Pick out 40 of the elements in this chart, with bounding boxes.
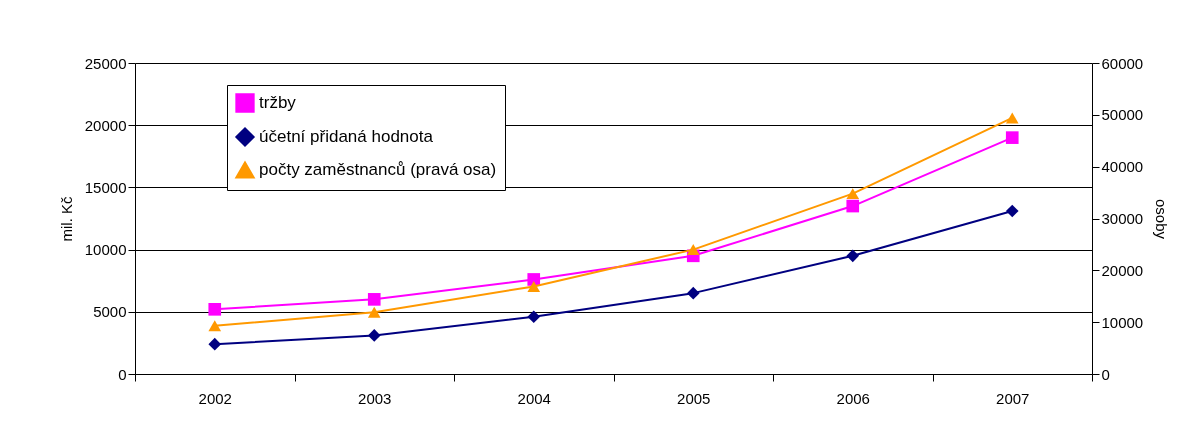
- x-tick-label: 2005: [677, 389, 711, 407]
- y-tick-label: 25000: [84, 54, 127, 72]
- point: [1005, 112, 1019, 124]
- point: [367, 306, 381, 318]
- x-tick-label: 2004: [517, 389, 551, 407]
- y-tick-label: 10000: [84, 241, 127, 259]
- point: [686, 244, 700, 256]
- y2-tick-label: 20000: [1101, 261, 1144, 279]
- point: [208, 337, 222, 351]
- y-tick-label: 20000: [84, 116, 127, 134]
- legend-label: účetní přidaná hodnota: [259, 127, 434, 146]
- y2-tick-label: 50000: [1101, 106, 1144, 124]
- point: [1005, 204, 1019, 218]
- x-tick-label: 2007: [996, 389, 1030, 407]
- y2-tick-label: 0: [1101, 365, 1110, 383]
- point: [208, 302, 222, 316]
- legend-label: tržby: [259, 93, 297, 112]
- y2-tick-label: 60000: [1101, 54, 1144, 72]
- point: [846, 188, 860, 200]
- y-tick-label: 15000: [84, 178, 127, 196]
- point: [367, 293, 381, 306]
- y-tick-label: 5000: [93, 303, 127, 321]
- point: [846, 249, 860, 263]
- point: [208, 320, 222, 332]
- y2-tick-label: 40000: [1101, 158, 1144, 176]
- point: [367, 329, 381, 342]
- x-tick-label: 2006: [836, 389, 870, 407]
- y-tick-label: 0: [118, 365, 127, 383]
- x-tick-label: 2003: [358, 389, 392, 407]
- point: [1005, 131, 1019, 144]
- y-axis-title: mil. Kč: [57, 196, 75, 242]
- y2-tick-label: 30000: [1101, 210, 1144, 227]
- x-tick-label: 2002: [198, 389, 232, 407]
- point: [527, 280, 541, 292]
- point: [527, 310, 541, 324]
- point: [846, 199, 860, 213]
- y2-tick-label: 10000: [1101, 313, 1144, 331]
- point: [686, 286, 700, 300]
- y2-axis-title: osoby: [1153, 198, 1171, 240]
- legend-label: počty zaměstnanců (pravá osa): [259, 160, 497, 179]
